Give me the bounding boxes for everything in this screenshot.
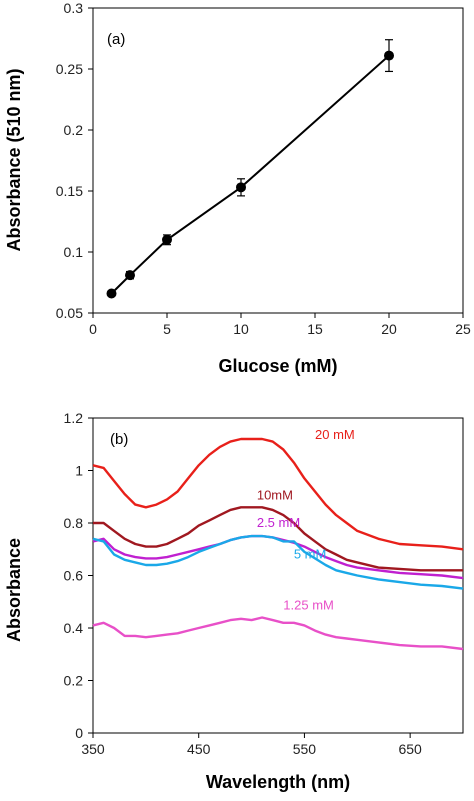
panel-a-x-tick-label: 0 [89, 321, 97, 337]
panel-b-series-label: 2.5 mM [257, 515, 300, 530]
panel-b-y-tick-label: 0 [75, 725, 83, 741]
panel-b-series-label: 20 mM [315, 427, 355, 442]
panel-b-series-label: 1.25 mM [283, 598, 334, 613]
panel-b-series-line [92, 534, 464, 590]
panel-b-series-line [92, 616, 464, 651]
panel-a-series [106, 39, 394, 299]
panel-a-y-tick-label: 0.1 [64, 244, 84, 260]
panel-b-x-axis-title: Wavelength (nm) [206, 772, 350, 792]
panel-b-series-line [93, 506, 463, 572]
panel-b-plot-frame [92, 417, 464, 734]
panel-a-y-tick-label: 0.3 [64, 0, 84, 16]
panel-a-x-tick-label: 5 [163, 321, 171, 337]
panel-a-data-point [236, 182, 246, 193]
panel-a-y-tick-label: 0.05 [56, 305, 83, 321]
panel-a-data-point [384, 50, 394, 61]
panel-a-x-ticks: 0 5 10 15 20 25 [89, 313, 471, 337]
panel-a-x-tick-label: 10 [233, 321, 249, 337]
panel-a-chart: (a) Glucose (mM) Absorbance (510 nm) 0 5 1… [4, 0, 471, 376]
panel-b-x-ticks: 350 450 550 650 [81, 733, 422, 757]
panel-b-chart: (b) Wavelength (nm) Absorbance 350 450 550… [4, 410, 464, 792]
panel-a-x-axis-title: Glucose (mM) [218, 356, 337, 376]
panel-a-plot-frame [92, 7, 464, 314]
panel-a-y-tick-label: 0.2 [64, 122, 84, 138]
panel-a-series-line [110, 54, 390, 295]
panel-b-x-tick-label: 650 [398, 741, 422, 757]
panel-b-label: (b) [110, 431, 128, 448]
panel-a-data-point [106, 288, 117, 299]
panel-b-y-ticks: 0 0.2 0.4 0.6 0.8 1 1.2 [64, 410, 93, 741]
panel-b-y-tick-label: 0.4 [64, 620, 84, 636]
panel-b-series-line [92, 437, 464, 551]
panel-a-y-tick-label: 0.25 [56, 61, 83, 77]
panel-a-y-ticks: 0.05 0.1 0.15 0.2 0.25 0.3 [56, 0, 93, 321]
panel-b-x-tick-label: 350 [81, 741, 105, 757]
panel-a-y-axis-title: Absorbance (510 nm) [4, 68, 24, 251]
panel-a-data-point [162, 234, 172, 245]
panel-b-series-labels: 20 mM 10mM 2.5 mM 5 mM 1.25 mM [257, 427, 355, 613]
panel-a-y-tick-label: 0.15 [56, 183, 83, 199]
panel-a-label: (a) [107, 31, 125, 48]
panel-a-data-point [125, 270, 135, 281]
panel-b-series-line [92, 534, 464, 580]
panel-b-y-tick-label: 0.2 [64, 673, 84, 689]
panel-b-y-tick-label: 1 [75, 463, 83, 479]
panel-a-x-tick-label: 25 [455, 321, 471, 337]
panel-b-y-tick-label: 0.8 [64, 515, 84, 531]
panel-b-x-tick-label: 550 [293, 741, 317, 757]
panel-b-y-axis-title: Absorbance [4, 538, 24, 642]
panel-b-series-label: 5 mM [294, 546, 327, 561]
panel-b-x-tick-label: 450 [187, 741, 211, 757]
panel-a-x-tick-label: 15 [307, 321, 323, 337]
panel-b-series-label: 10mM [257, 487, 293, 502]
panel-b-y-tick-label: 0.6 [64, 568, 84, 584]
panel-b-series [92, 437, 464, 651]
panel-b-y-tick-label: 1.2 [64, 410, 84, 426]
panel-a-x-tick-label: 20 [381, 321, 397, 337]
